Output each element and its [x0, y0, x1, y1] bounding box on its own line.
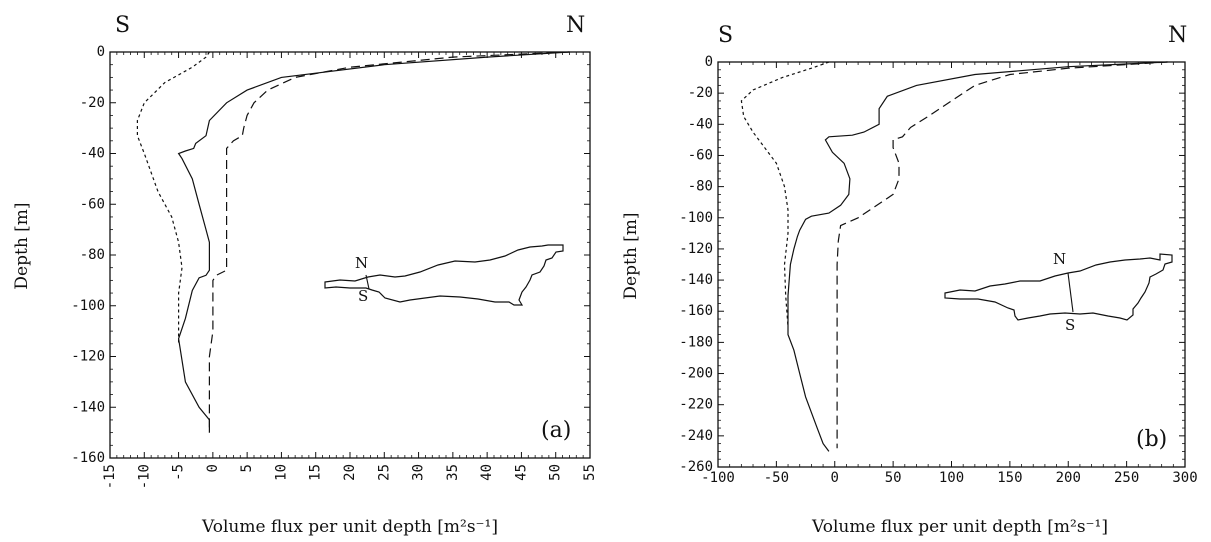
- chart-a-xtick-label: -5: [171, 464, 187, 481]
- chart-a-xtick-label: 50: [548, 464, 564, 481]
- chart-a-series-dashed: [208, 51, 570, 433]
- chart-a-ticks: -15 -10 -5 0 5 10 15 20 25 30 35 40 45 50 55 0 -20 -40 -60…: [71, 44, 598, 489]
- chart-b-ytick-label: -160: [679, 303, 713, 319]
- chart-b-xtick-label: 50: [885, 470, 902, 486]
- chart-b-inset-n: N: [1053, 250, 1066, 268]
- chart-b-xtick-label: -50: [764, 470, 789, 486]
- chart-a-xtick-label: 20: [342, 464, 358, 481]
- chart-b-ytick-label: -260: [679, 459, 713, 475]
- chart-b-panel-label: (b): [1136, 427, 1167, 452]
- chart-b-ytick-label: -100: [679, 210, 713, 226]
- chart-a-inset-s: S: [358, 287, 368, 305]
- chart-a-xlabel: Volume flux per unit depth [m²s⁻¹]: [201, 517, 498, 537]
- chart-b-ytick-label: -240: [679, 428, 713, 444]
- chart-a-ytick-label: -40: [80, 146, 105, 162]
- chart-b-ytick-label: -220: [679, 397, 713, 413]
- chart-b-frame: [717, 61, 1186, 468]
- chart-a-xtick-label: -15: [102, 464, 118, 489]
- chart-a-ytick-label: -160: [71, 450, 105, 466]
- chart-b-xlabel: Volume flux per unit depth [m²s⁻¹]: [811, 517, 1108, 537]
- chart-b-series-solid: [787, 61, 1168, 452]
- chart-a-ylabel: Depth [m]: [12, 202, 32, 289]
- chart-b-ticks: -100 -50 0 50 100 150 200 250 300 0 -20 -40 -60 -80 -1…: [679, 54, 1197, 486]
- chart-a-ytick-label: -120: [71, 349, 105, 365]
- chart-b-series-dotted: [740, 61, 830, 327]
- chart-a-inset-outline: [324, 244, 564, 306]
- chart-a-ytick-label: -20: [80, 95, 105, 111]
- chart-b-ytick-label: 0: [705, 54, 713, 70]
- chart-a-inset-map: N S: [324, 244, 564, 306]
- chart-a-corner-right: N: [566, 13, 585, 38]
- chart-a-ytick-label: -100: [71, 298, 105, 314]
- chart-a-ytick-label: -140: [71, 399, 105, 415]
- chart-a-series: [136, 51, 570, 433]
- chart-b-xtick-label: 300: [1172, 470, 1197, 486]
- chart-panel-a: S N Depth [m] Volume flux per unit depth…: [12, 13, 598, 537]
- chart-b-ytick-label: -60: [688, 147, 713, 163]
- chart-b-ytick-label: -120: [679, 241, 713, 257]
- chart-b-corner-right: N: [1168, 23, 1187, 48]
- chart-b-inset-s: S: [1065, 316, 1075, 334]
- chart-a-inset-transect: [365, 274, 370, 290]
- chart-b-xtick-label: 200: [1056, 470, 1081, 486]
- chart-a-panel-label: (a): [541, 418, 571, 443]
- chart-panel-b: S N Depth [m] Volume flux per unit depth…: [621, 23, 1198, 537]
- chart-a-series-solid: [177, 51, 570, 433]
- chart-b-xtick-label: 250: [1114, 470, 1139, 486]
- chart-a-inset-n: N: [355, 254, 368, 272]
- chart-b-inset-map: N S: [944, 250, 1173, 334]
- chart-b-ytick-label: -140: [679, 272, 713, 288]
- chart-a-series-dotted: [136, 51, 210, 344]
- chart-a-xtick-label: 5: [239, 464, 255, 472]
- chart-b-ytick-label: -200: [679, 366, 713, 382]
- chart-a-ytick-label: -60: [80, 196, 105, 212]
- chart-b-ytick-label: -40: [688, 116, 713, 132]
- chart-a-xtick-label: 30: [411, 464, 427, 481]
- chart-a-xtick-label: 0: [205, 464, 221, 472]
- chart-b-xtick-label: -100: [701, 470, 735, 486]
- chart-a-corner-left: S: [115, 13, 130, 38]
- chart-b-ytick-label: -180: [679, 334, 713, 350]
- chart-a-xtick-label: 55: [582, 464, 598, 481]
- chart-a-xtick-label: 25: [376, 464, 392, 481]
- chart-a-xtick-label: 10: [273, 464, 289, 481]
- chart-b-ytick-label: -20: [688, 85, 713, 101]
- chart-b-xtick-label: 100: [939, 470, 964, 486]
- chart-a-xtick-label: 45: [513, 464, 529, 481]
- chart-a-xtick-label: 15: [308, 464, 324, 481]
- chart-b-xtick-label: 0: [831, 470, 839, 486]
- chart-a-ytick-label: -80: [80, 247, 105, 263]
- chart-b-inset-transect: [1067, 272, 1074, 313]
- chart-b-ytick-label: -80: [688, 179, 713, 195]
- chart-a-frame: [109, 51, 591, 459]
- chart-a-xtick-label: -10: [136, 464, 152, 489]
- chart-b-corner-left: S: [718, 23, 733, 48]
- chart-a-xtick-label: 40: [479, 464, 495, 481]
- chart-a-ytick-label: 0: [97, 44, 105, 60]
- chart-b-ylabel: Depth [m]: [621, 212, 641, 299]
- chart-b-series: [740, 61, 1168, 452]
- chart-a-xtick-label: 35: [445, 464, 461, 481]
- chart-b-xtick-label: 150: [997, 470, 1022, 486]
- chart-b-inset-outline: [944, 253, 1173, 321]
- chart-b-series-dashed: [836, 61, 1168, 449]
